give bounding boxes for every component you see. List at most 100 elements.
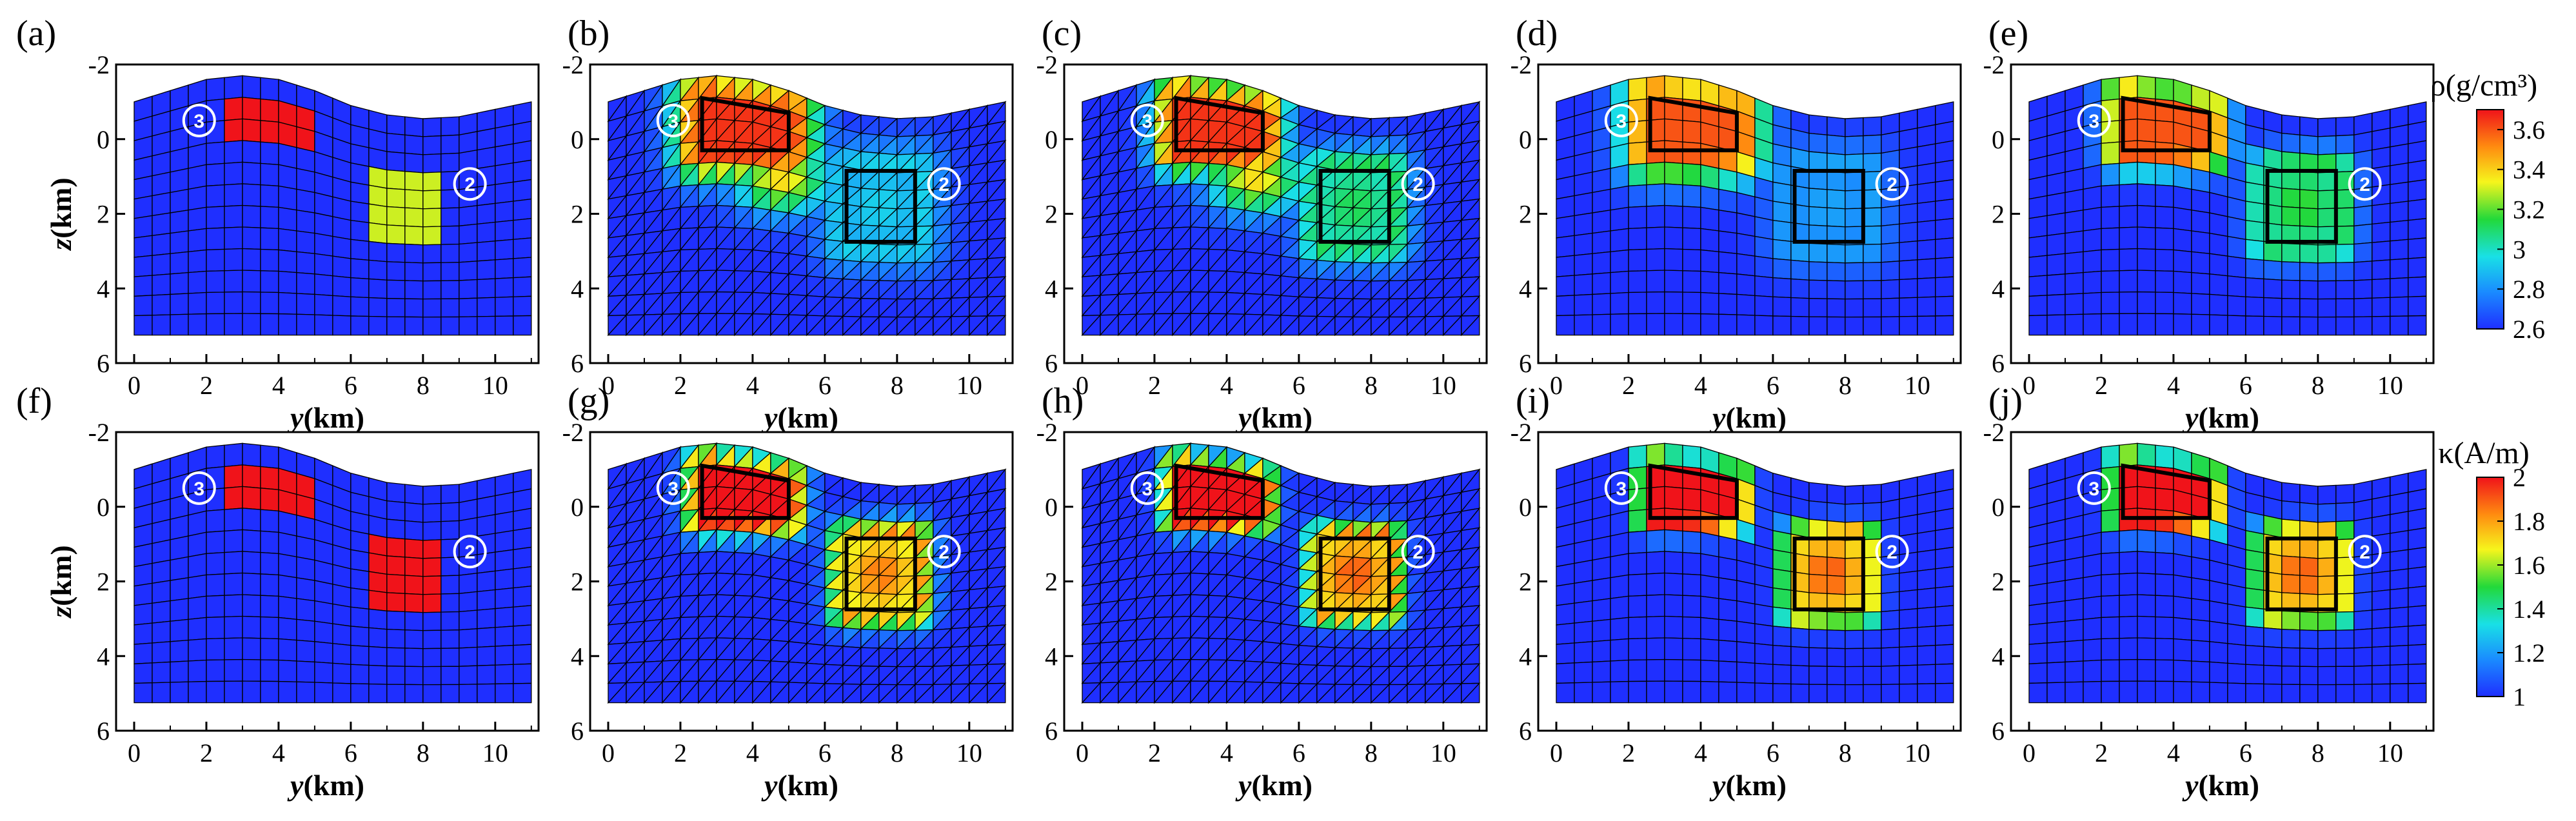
mesh-cell (2191, 168, 2210, 193)
mesh-cell (422, 502, 442, 523)
mesh-cell (513, 488, 532, 512)
mesh-cell (459, 223, 478, 245)
marker-label: 3 (193, 479, 204, 500)
mesh-cell (1664, 118, 1683, 143)
mesh-cell (2065, 681, 2084, 704)
mesh-cell (1556, 315, 1575, 336)
mesh-cell (422, 539, 442, 559)
mesh-cell (134, 235, 153, 258)
mesh-cell (188, 574, 207, 599)
mesh-cell (1682, 509, 1701, 533)
mesh-cell (2137, 161, 2156, 186)
mesh-cell (513, 276, 532, 297)
mesh-cell (1845, 244, 1864, 264)
mesh-cell (495, 104, 514, 129)
mesh-cell (332, 584, 352, 608)
mesh-cell (441, 280, 460, 300)
mesh-cell (134, 622, 153, 645)
mesh-cell (495, 644, 514, 666)
mesh-cell (2101, 573, 2120, 597)
z-tick-label: 0 (1045, 493, 1058, 522)
mesh-cell (2408, 546, 2427, 569)
mesh-cell (2137, 572, 2156, 596)
z-tick-label: 6 (1045, 717, 1058, 746)
marker-label: 3 (668, 479, 679, 500)
mesh-cell (2065, 577, 2084, 602)
mesh-cell (2245, 277, 2264, 299)
mesh-cell (1863, 225, 1882, 245)
mesh-cell (206, 313, 225, 336)
marker-label: 3 (1142, 111, 1153, 132)
mesh-cell (332, 662, 352, 684)
marker-circle (1130, 103, 1164, 137)
mesh-cell (2390, 683, 2409, 704)
mesh-cell (1935, 488, 1954, 512)
mesh-cell (1917, 529, 1936, 553)
mesh-cell (459, 316, 478, 336)
mesh-cell (224, 486, 243, 510)
mesh-cell (368, 589, 388, 612)
mesh-cell (1556, 562, 1575, 587)
mesh-cell (2191, 188, 2210, 213)
mesh-cell (495, 219, 514, 242)
mesh-cell (1827, 116, 1846, 137)
mesh-cell (386, 132, 406, 154)
mesh-cell (224, 75, 243, 100)
x-tick-label: 10 (1905, 371, 1930, 400)
mesh-cell (260, 573, 279, 597)
mesh-cell (422, 172, 442, 192)
mesh-cell (2245, 239, 2264, 261)
mesh-cell (134, 175, 153, 200)
mesh-cell (459, 279, 478, 299)
mesh-cell (134, 562, 153, 587)
colorbar-gradient (2476, 477, 2504, 697)
mesh-cell (2353, 204, 2373, 227)
mesh-cell (2046, 580, 2066, 604)
mesh-cell (495, 664, 514, 685)
mesh-cell (278, 659, 297, 682)
mesh-cell (422, 629, 442, 649)
mesh-cell (1664, 551, 1683, 575)
mesh-cell (1845, 208, 1864, 228)
mesh-cell (2173, 659, 2192, 682)
marker-circle (453, 535, 487, 569)
mesh-cell (477, 315, 496, 336)
marker-circle (927, 167, 961, 201)
x-tick-label: 6 (1293, 738, 1305, 767)
mesh-cell (1772, 664, 1792, 685)
mesh-cell (477, 570, 496, 593)
mesh-cell (1845, 484, 1864, 505)
mesh-cell (1790, 664, 1810, 685)
mesh-cell (1592, 188, 1611, 213)
mesh-cell (2046, 314, 2066, 336)
mesh-cell (2028, 275, 2048, 297)
mesh-cell (1899, 514, 1918, 537)
colorbar-title: κ(A/m) (2438, 436, 2530, 470)
mesh-cell (1917, 683, 1936, 704)
x-tick-label: 6 (344, 371, 357, 400)
mesh-cell (1682, 530, 1701, 555)
mesh-cell (260, 98, 279, 123)
mesh-cell (242, 313, 261, 336)
anomaly-marker-3: 3 (2077, 103, 2111, 137)
mesh-cell (2028, 582, 2048, 606)
mesh-cell (2281, 684, 2301, 704)
mesh-cell (2227, 275, 2246, 297)
mesh-cell (2245, 587, 2264, 610)
mesh-cell (1592, 514, 1611, 540)
mesh-cell (296, 209, 315, 234)
mesh-cell (459, 609, 478, 631)
mesh-cell (2155, 141, 2174, 165)
mesh-cell (260, 120, 279, 144)
x-axis-unit: (km) (2198, 401, 2259, 434)
mesh-cell (2101, 551, 2120, 576)
z-tick-label: 0 (1045, 125, 1058, 154)
anomaly-2-outline (1792, 168, 1865, 244)
mesh-cell (2353, 316, 2373, 336)
mesh-cell (495, 124, 514, 148)
mesh-cell (2299, 280, 2319, 300)
mesh-cell (386, 298, 406, 318)
mesh-cell (350, 219, 370, 242)
mesh-cell (1682, 313, 1701, 336)
